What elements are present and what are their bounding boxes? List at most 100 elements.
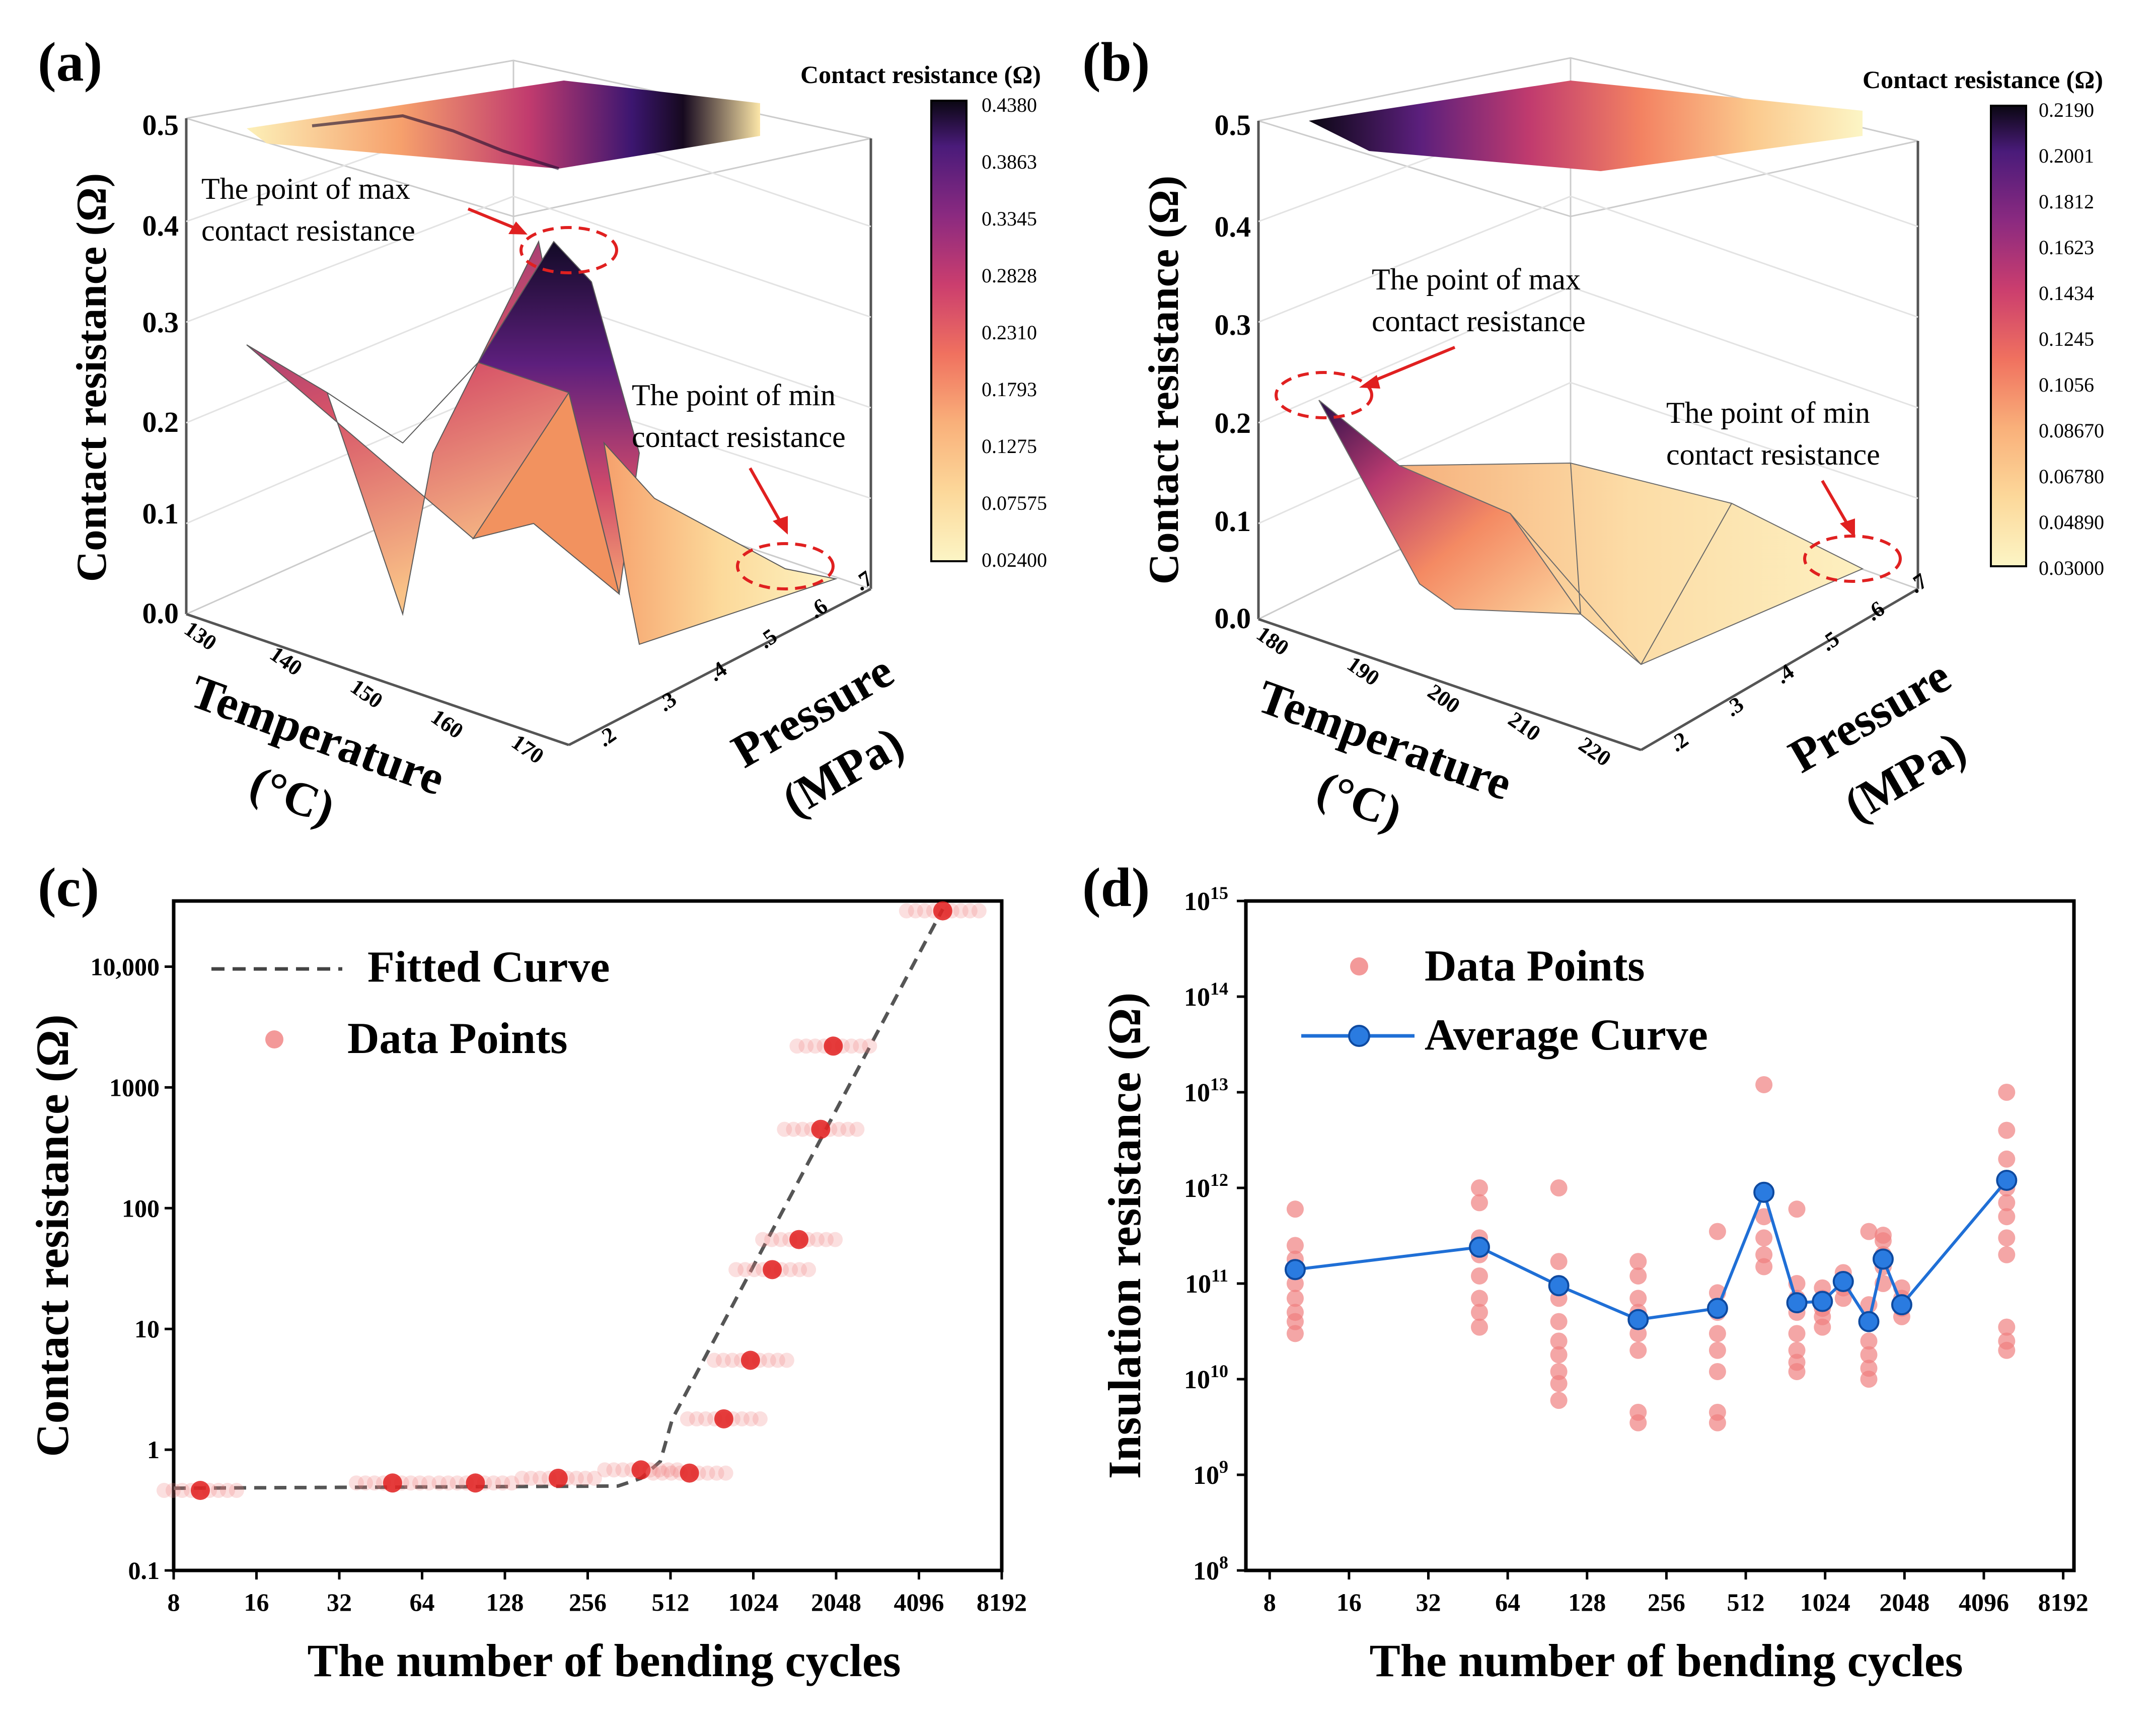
y-tick-label: 0.1 [128, 1556, 160, 1585]
average-point [1706, 1298, 1728, 1319]
data-point [1874, 1227, 1892, 1244]
panel-c-data-points [156, 901, 987, 1500]
average-point [1891, 1294, 1912, 1316]
data-point [811, 1119, 831, 1139]
x-tick-label: 256 [569, 1588, 607, 1616]
panel-a-colorbar: Contact resistance (Ω) 0.4380 0.3863 0.3… [800, 60, 1047, 571]
legend-data-points: Data Points [1425, 942, 1645, 991]
data-point-spread [779, 1352, 794, 1368]
data-point-spread [737, 1262, 753, 1277]
data-point-spread [917, 903, 932, 919]
x-tick: 160 [426, 704, 468, 743]
y-tick: .3 [653, 687, 681, 716]
data-point-spread [761, 1352, 776, 1368]
panel-b-label: (b) [1082, 31, 1150, 93]
x-tick-label: 1024 [728, 1588, 779, 1616]
panel-c-y-label: Contact resistance (Ω) [27, 1014, 78, 1457]
colorbar-tick: 0.1793 [982, 378, 1037, 401]
y-tick-label: 109 [1193, 1457, 1228, 1490]
data-point-spread [210, 1483, 226, 1498]
x-tick-label: 4096 [1959, 1588, 2009, 1616]
data-point [740, 1350, 760, 1370]
colorbar-tick: 0.4380 [982, 94, 1037, 116]
data-point [1755, 1208, 1773, 1226]
y-tick-label: 1013 [1184, 1074, 1228, 1107]
data-point-spread [718, 1465, 733, 1481]
data-point [1286, 1275, 1304, 1292]
data-point [1708, 1403, 1726, 1421]
panel-c: (c) 8 16 32 64 128 256 512 1024 2048 4096 8192 0.1… [27, 857, 1027, 1686]
average-point [1548, 1275, 1570, 1297]
x-tick-label: 8192 [977, 1588, 1027, 1616]
panel-d-y-label: Insulation resistance (Ω) [1099, 993, 1150, 1479]
z-tick: 0.5 [1215, 109, 1251, 141]
data-point-spread [645, 1465, 661, 1481]
x-tick-label: 512 [1727, 1588, 1765, 1616]
data-point [1629, 1341, 1647, 1359]
data-point-spread [660, 1462, 676, 1478]
data-point [1755, 1229, 1773, 1247]
y-tick: .6 [804, 593, 832, 623]
average-point [1858, 1311, 1880, 1332]
data-point-spread [853, 1038, 868, 1054]
panel-b-x-label-2: (°C) [1310, 761, 1409, 840]
y-tick-label: 1015 [1184, 883, 1228, 916]
z-tick: 0.1 [1215, 505, 1251, 538]
panel-d-y-ticks: 108 109 1010 1011 1012 1013 1014 1015 [1184, 883, 1246, 1586]
data-point [1550, 1363, 1568, 1380]
data-point [1286, 1200, 1304, 1218]
colorbar-title: Contact resistance (Ω) [800, 60, 1041, 89]
data-point [1629, 1253, 1647, 1270]
data-point [1708, 1325, 1726, 1342]
average-point [1627, 1309, 1649, 1330]
y-tick-label: 1010 [1184, 1361, 1228, 1394]
colorbar-tick: 0.03000 [2039, 557, 2104, 579]
max-annotation-line-1: The point of max [1372, 263, 1581, 296]
y-tick: .5 [754, 624, 782, 653]
data-point [1788, 1353, 1806, 1371]
data-point [1708, 1223, 1726, 1240]
data-point-spread [348, 1475, 364, 1491]
z-tick: 0.0 [1215, 602, 1251, 635]
data-point [1286, 1325, 1304, 1342]
x-tick: 190 [1343, 651, 1384, 691]
z-tick: 0.3 [1215, 309, 1251, 341]
data-point [1470, 1318, 1488, 1336]
average-point [1786, 1292, 1808, 1314]
panel-c-legend: Fitted Curve Data Points [211, 943, 610, 1063]
data-point [1550, 1392, 1568, 1409]
data-point [1470, 1290, 1488, 1307]
data-point-spread [597, 1462, 613, 1478]
max-annotation-line-2: contact resistance [201, 214, 415, 247]
x-tick-label: 128 [1568, 1588, 1606, 1616]
legend-data-points: Data Points [347, 1014, 568, 1063]
y-tick: .3 [1721, 692, 1748, 721]
data-point-spread [715, 1352, 731, 1368]
z-tick: 0.4 [142, 209, 179, 242]
x-tick-label: 2048 [1879, 1588, 1929, 1616]
y-tick-label: 108 [1193, 1552, 1228, 1586]
colorbar-tick: 0.1623 [2039, 236, 2094, 259]
data-point [1470, 1267, 1488, 1285]
panel-a-annotations: The point of max contact resistance The … [201, 172, 846, 590]
panel-b-z-ticks: 0.0 0.1 0.2 0.3 0.4 0.5 [1215, 109, 1251, 635]
y-tick: .6 [1862, 596, 1889, 626]
data-point [824, 1036, 843, 1056]
data-point [1550, 1179, 1568, 1196]
data-point [763, 1260, 782, 1280]
data-point [1708, 1363, 1726, 1380]
panel-b-surface [1318, 400, 1864, 665]
data-point-spread [698, 1411, 713, 1426]
z-tick: 0.5 [142, 109, 179, 141]
data-point-spread [532, 1470, 548, 1486]
colorbar-tick: 0.2001 [2039, 144, 2094, 167]
data-point [1708, 1341, 1726, 1359]
panel-d-label: (d) [1082, 857, 1150, 918]
data-point-spread [229, 1483, 244, 1498]
panel-c-x-label: The number of bending cycles [307, 1635, 901, 1686]
x-tick-label: 8 [168, 1588, 180, 1616]
data-point [789, 1230, 809, 1249]
x-tick-label: 256 [1648, 1588, 1685, 1616]
data-point-spread [755, 1232, 771, 1247]
min-annotation-line-2: contact resistance [632, 420, 846, 454]
